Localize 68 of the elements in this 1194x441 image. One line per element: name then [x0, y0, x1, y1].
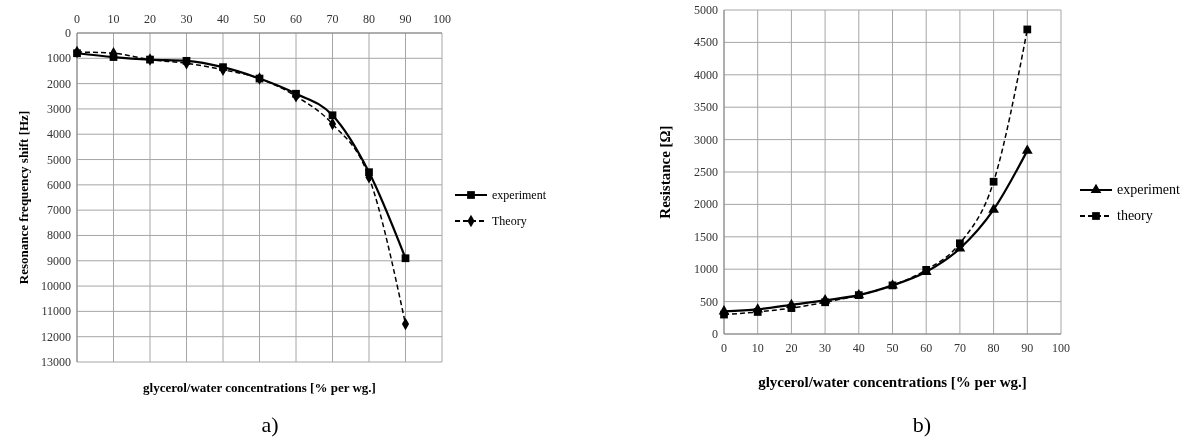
legend-label: theory — [1117, 208, 1153, 223]
point — [989, 177, 998, 186]
x-tick-label: 40 — [217, 12, 229, 26]
x-tick-label: 30 — [819, 341, 832, 355]
x-tick-label: 100 — [1052, 341, 1070, 355]
y-tick-label: 10000 — [41, 279, 71, 294]
y-tick-label: 2000 — [47, 76, 71, 91]
x-tick-label: 50 — [253, 12, 266, 26]
y-tick-label: 13000 — [41, 355, 71, 369]
x-axis-title: glycerol/water concentrations [% per wg.] — [758, 374, 1027, 390]
y-tick-label: 4000 — [47, 127, 71, 142]
point — [787, 304, 796, 312]
x-tick-label: 90 — [399, 12, 412, 26]
y-tick-label: 4500 — [694, 35, 718, 50]
x-tick-label: 70 — [326, 12, 339, 26]
point — [328, 111, 337, 120]
y-tick-label: 5000 — [47, 152, 71, 167]
point — [956, 239, 964, 248]
x-tick-label: 60 — [920, 341, 933, 355]
y-tick-label: 2000 — [694, 197, 718, 212]
x-tick-label: 100 — [433, 12, 451, 26]
point — [720, 310, 728, 319]
y-tick-label: 3000 — [694, 132, 718, 147]
y-tick-label: 3500 — [694, 100, 718, 115]
x-tick-label: 0 — [721, 341, 727, 355]
y-tick-label: 6000 — [47, 177, 71, 192]
x-tick-label: 10 — [751, 341, 764, 355]
y-tick-label: 8000 — [47, 228, 71, 243]
legend-label: experiment — [1117, 182, 1181, 197]
y-tick-label: 5000 — [694, 3, 718, 17]
point — [753, 308, 762, 316]
y-tick-label: 2500 — [694, 165, 718, 179]
y-tick-label: 3000 — [47, 101, 71, 116]
y-tick-label: 0 — [712, 327, 718, 341]
point — [821, 298, 829, 307]
legend-label: experiment — [492, 188, 547, 202]
y-tick-label: 0 — [65, 26, 71, 40]
x-tick-label: 30 — [180, 12, 193, 26]
y-tick-label: 9000 — [47, 253, 71, 268]
text: b) — [912, 412, 932, 437]
x-tick-label: 20 — [785, 341, 798, 355]
point — [1023, 25, 1032, 34]
y-tick-label: 12000 — [41, 329, 71, 344]
point — [1021, 144, 1033, 154]
y-tick-label: 7000 — [47, 203, 71, 218]
x-tick-label: 0 — [74, 12, 80, 26]
x-tick-label: 90 — [1021, 341, 1034, 355]
y-axis-title: Resonance frequency shift [Hz] — [16, 110, 31, 285]
y-tick-label: 1000 — [694, 262, 718, 277]
y-tick-label: 500 — [700, 294, 718, 309]
x-tick-label: 80 — [363, 12, 375, 26]
point — [401, 254, 410, 263]
y-tick-label: 1000 — [47, 51, 71, 66]
x-tick-label: 20 — [144, 12, 156, 26]
y-tick-label: 1500 — [694, 229, 718, 244]
text: a) — [261, 412, 279, 437]
x-tick-label: 80 — [987, 341, 1000, 355]
y-tick-label: 4000 — [694, 67, 718, 82]
x-tick-label: 60 — [290, 12, 302, 26]
x-tick-label: 50 — [886, 341, 899, 355]
x-tick-label: 70 — [953, 341, 966, 355]
point — [988, 203, 999, 213]
y-axis-title: Resistance [Ω] — [657, 125, 673, 219]
x-axis-title: glycerol/water concentrations [% per wg.] — [143, 380, 376, 395]
legend-label: Theory — [492, 214, 527, 228]
x-tick-label: 10 — [107, 12, 120, 26]
y-tick-label: 11000 — [41, 304, 71, 319]
x-tick-label: 40 — [852, 341, 865, 355]
